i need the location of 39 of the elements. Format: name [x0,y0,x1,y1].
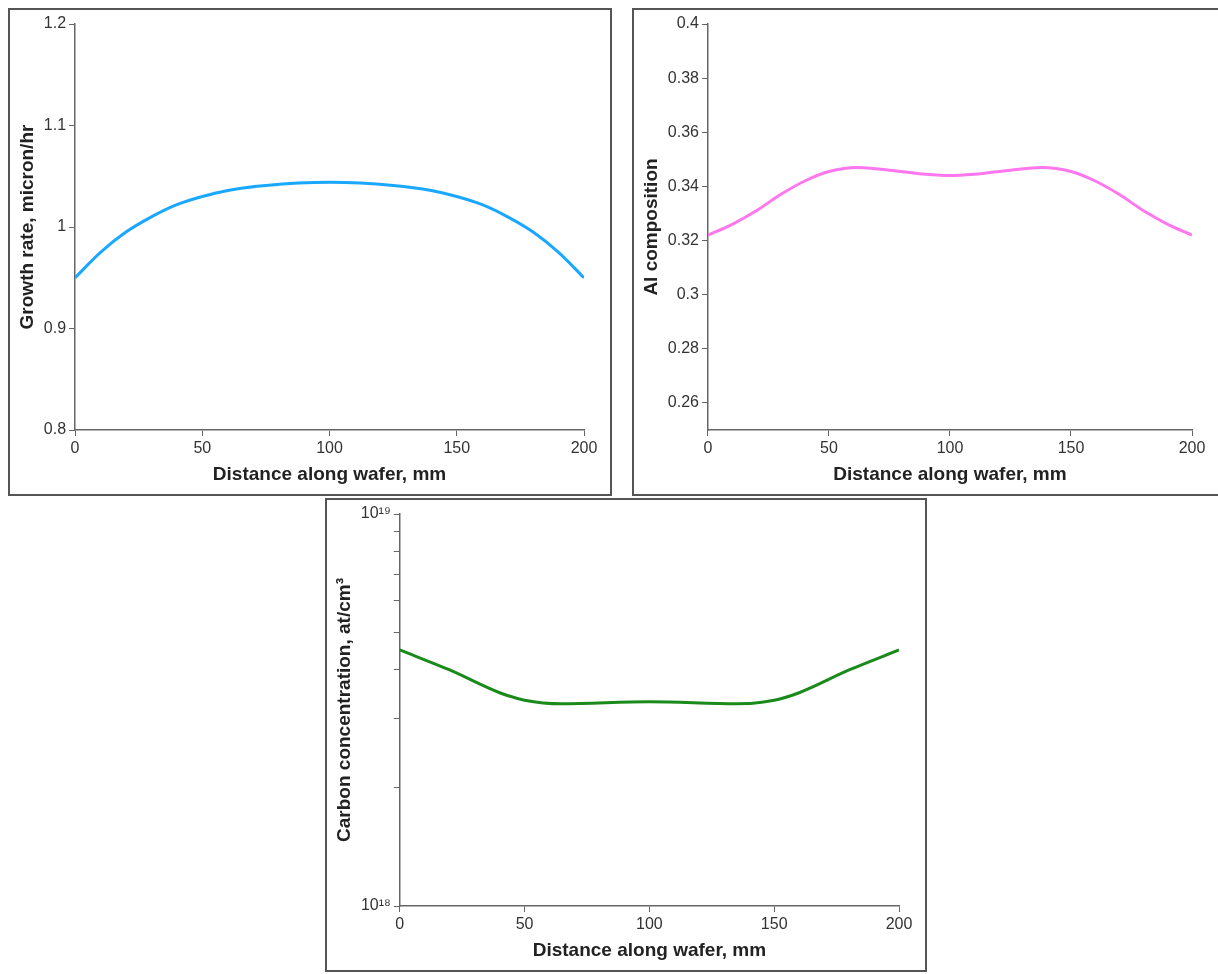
y-tick-label: 0.3 [676,285,700,303]
x-axis-title: Distance along wafer, mm [532,938,767,960]
x-tick-label: 150 [760,915,788,933]
x-axis-title: Distance along wafer, mm [833,462,1067,484]
y-tick-label: 0.26 [667,393,700,411]
y-tick-label: 0.38 [667,68,700,86]
y-tick-label: 0.34 [667,176,700,194]
y-axis-title: Al composition [639,158,661,296]
line-series [75,180,584,280]
x-tick-label: 50 [820,439,838,457]
y-axis-title: Carbon concentration, at/cm³ [332,578,354,842]
y-tick-label: 0.4 [676,14,700,32]
y-tick-label: 0.28 [667,339,700,357]
y-axis-title: Growth rate, micron/hr [15,123,37,330]
x-tick-label: 0 [70,439,80,457]
x-tick-label: 150 [1057,439,1085,457]
x-tick-label: 150 [443,439,471,457]
x-tick-label: 0 [703,439,713,457]
x-tick-label: 50 [193,439,212,457]
x-tick-label: 100 [316,439,343,457]
y-tick-label: 10¹⁸ [360,896,391,914]
line-series [707,165,1192,237]
y-tick-label: 0.9 [43,318,67,336]
x-tick-label: 100 [636,915,663,933]
x-tick-label: 100 [936,439,964,457]
y-tick-label: 0.32 [667,230,700,248]
y-tick-label: 1.1 [43,115,67,133]
line-series [399,648,899,706]
y-tick-label: 10¹⁹ [360,504,391,522]
x-tick-label: 50 [515,915,534,933]
x-tick-label: 0 [395,915,405,933]
y-tick-label: 1 [57,217,67,235]
x-tick-label: 200 [1178,439,1206,457]
y-tick-label: 1.2 [43,14,67,32]
y-tick-label: 0.8 [43,420,67,438]
x-tick-label: 200 [885,915,913,933]
x-axis-title: Distance along wafer, mm [212,462,447,484]
x-tick-label: 200 [570,439,598,457]
y-tick-label: 0.36 [667,122,700,140]
